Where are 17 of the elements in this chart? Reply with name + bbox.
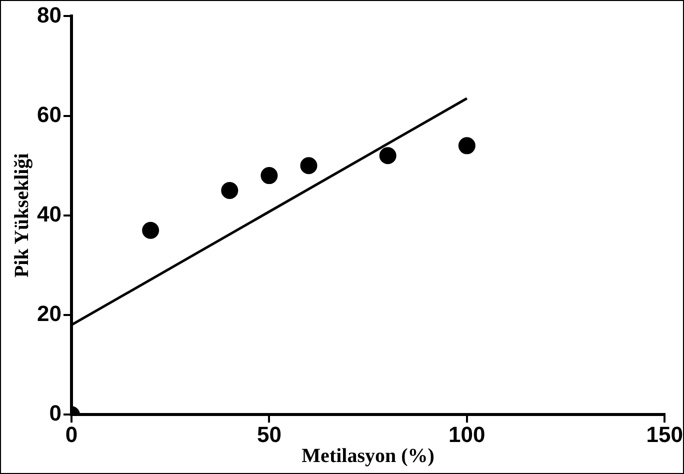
y-tick-label: 60: [36, 102, 62, 127]
x-tick-label: 100: [448, 422, 486, 447]
x-tick-label: 50: [256, 422, 282, 447]
y-tick-label: 80: [36, 2, 62, 28]
y-tick-label: 20: [36, 301, 62, 326]
y-tick-label: 40: [36, 201, 62, 226]
y-tick-label: 0: [49, 400, 62, 426]
x-axis-title: Metilasyon (%): [302, 445, 434, 468]
point: [221, 182, 238, 199]
point: [142, 222, 160, 239]
y-axis-title: Pik Yüksekliği: [11, 152, 34, 278]
point: [379, 147, 396, 164]
x-tick-label: 150: [646, 422, 684, 447]
point: [300, 157, 318, 174]
x-tick-label: 0: [65, 422, 78, 447]
point: [260, 167, 278, 184]
point: [458, 137, 476, 154]
